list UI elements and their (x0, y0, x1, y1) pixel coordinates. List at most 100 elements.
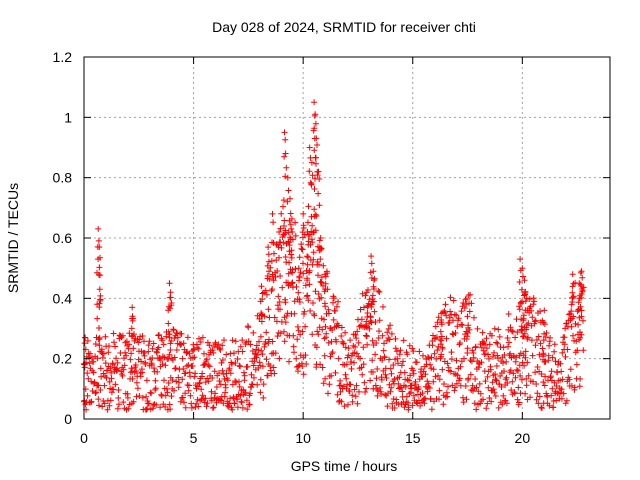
data-point (296, 254, 303, 261)
data-point (234, 356, 241, 362)
data-point (315, 272, 321, 279)
data-point (311, 186, 318, 192)
data-point (290, 343, 297, 350)
data-point (185, 387, 192, 394)
data-point (384, 403, 391, 410)
data-point (295, 265, 302, 272)
data-point (248, 371, 255, 378)
data-point (514, 329, 521, 336)
data-point (522, 288, 529, 295)
data-point (274, 302, 281, 309)
data-point (288, 254, 295, 261)
data-point (370, 298, 377, 305)
data-point (95, 237, 102, 244)
data-point (170, 327, 177, 334)
data-point (269, 271, 276, 278)
data-point (570, 332, 576, 339)
data-point (282, 319, 289, 326)
data-point (257, 333, 264, 340)
data-point (505, 311, 512, 317)
data-point (258, 310, 265, 317)
data-point (347, 381, 354, 388)
data-point (236, 378, 242, 385)
data-point (265, 244, 272, 251)
data-point (551, 341, 558, 348)
data-point (127, 356, 134, 363)
data-point (368, 253, 375, 260)
data-point (504, 335, 511, 341)
data-point (349, 392, 356, 399)
data-point (463, 396, 470, 403)
data-point (364, 341, 371, 348)
data-point (433, 355, 440, 362)
data-point (266, 314, 273, 321)
data-point (285, 282, 292, 289)
data-point (361, 379, 368, 386)
data-point (292, 265, 299, 272)
data-point (335, 355, 342, 362)
data-point (471, 400, 478, 407)
data-point (143, 393, 150, 400)
data-point (211, 368, 218, 375)
data-point (520, 333, 527, 339)
data-point (363, 289, 370, 296)
data-point (444, 360, 451, 367)
data-point (343, 375, 350, 382)
data-point (485, 384, 492, 391)
data-point (515, 368, 521, 374)
data-point (449, 330, 456, 337)
data-point (286, 259, 293, 266)
data-point (467, 371, 474, 378)
data-point (379, 332, 386, 339)
data-point (237, 363, 244, 370)
data-point (454, 372, 461, 379)
data-point (199, 334, 206, 341)
data-point (119, 372, 126, 379)
data-point (130, 345, 137, 352)
data-point (228, 361, 235, 368)
data-point (199, 392, 206, 399)
data-point (472, 343, 479, 350)
data-point (250, 362, 257, 369)
data-point (451, 311, 458, 318)
data-point (578, 313, 585, 320)
data-point (290, 332, 297, 339)
data-point (464, 313, 471, 320)
data-point (383, 337, 390, 344)
data-point (258, 283, 265, 290)
data-point (566, 376, 573, 383)
data-point (282, 150, 289, 157)
data-point (271, 314, 278, 321)
data-point (223, 351, 230, 358)
data-point (548, 368, 555, 375)
data-point (282, 136, 289, 143)
data-point (286, 358, 292, 365)
data-point (313, 160, 319, 167)
data-point (285, 270, 292, 277)
data-point (204, 400, 211, 407)
data-point (202, 361, 209, 367)
data-point (490, 386, 497, 393)
data-point (262, 287, 269, 294)
data-point (333, 338, 340, 345)
data-point (180, 365, 187, 372)
data-point (269, 338, 276, 345)
data-point (569, 283, 576, 290)
data-point (387, 388, 394, 395)
data-point (448, 349, 455, 356)
data-point (216, 370, 222, 377)
data-point (98, 346, 105, 353)
data-point (258, 347, 265, 354)
data-point (107, 397, 114, 404)
data-point (546, 402, 553, 409)
data-point (538, 371, 545, 377)
data-point (534, 364, 541, 370)
data-point (103, 374, 110, 381)
data-point (338, 333, 345, 339)
data-point (372, 351, 379, 358)
data-point (155, 332, 162, 339)
data-point (439, 366, 446, 373)
data-point (257, 389, 264, 396)
data-point (101, 350, 107, 357)
data-point (568, 315, 575, 322)
